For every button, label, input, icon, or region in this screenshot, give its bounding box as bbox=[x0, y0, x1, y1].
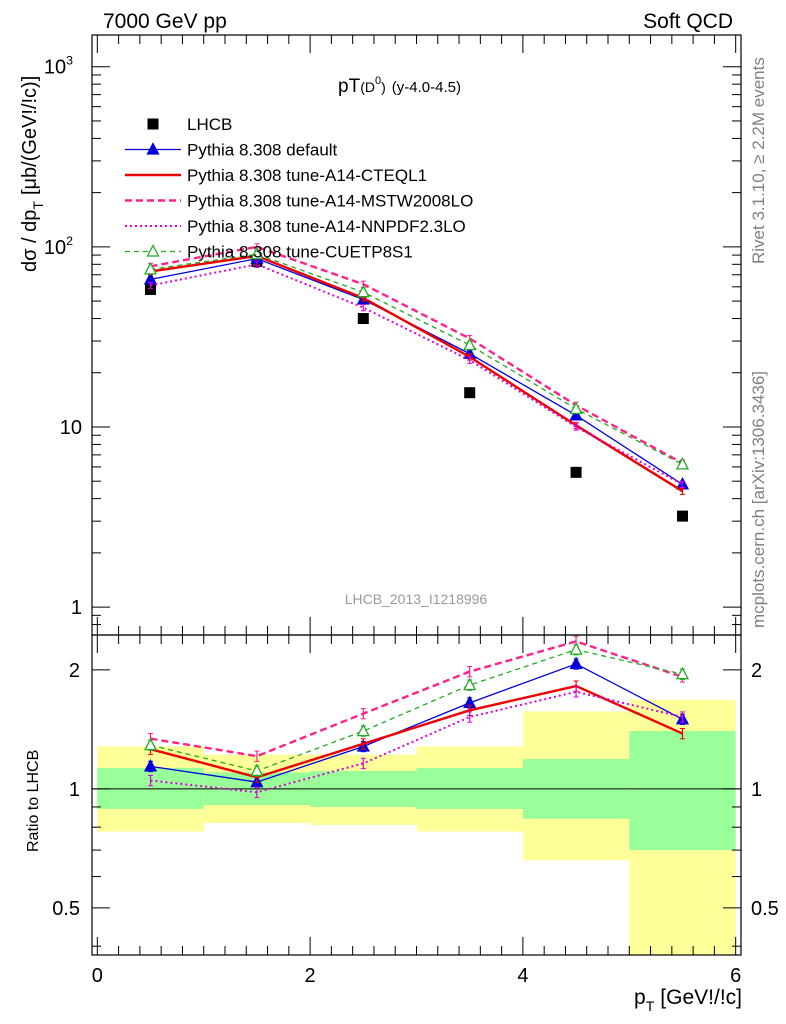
green-band-5 bbox=[629, 731, 736, 851]
ratio-ytick-label-left: 2 bbox=[69, 660, 80, 682]
legend-item-5-label: Pythia 8.308 tune-CUETP8S1 bbox=[187, 243, 413, 262]
main-ytick-label: 1 bbox=[71, 597, 82, 619]
legend-item-4-label: Pythia 8.308 tune-A14-NNPDF2.3LO bbox=[187, 217, 466, 236]
main-series-5-line bbox=[150, 253, 683, 465]
ratio-ytick-label-left: 0.5 bbox=[52, 898, 80, 920]
ratio-series-0-line bbox=[150, 663, 683, 783]
main-title: pT(D0) (y-4.0-4.5) bbox=[338, 75, 461, 97]
xtick-label: 4 bbox=[517, 965, 528, 987]
main-series-5-marker bbox=[463, 337, 477, 351]
xlabel-tail: [GeV!/!c] bbox=[660, 986, 742, 1009]
title-tail: (y-4.0-4.5) bbox=[392, 79, 461, 96]
legend-item-0-label: LHCB bbox=[187, 115, 232, 134]
main-series-5-marker bbox=[569, 401, 583, 415]
main-series-2-line bbox=[150, 254, 684, 493]
main-series-0-point bbox=[464, 387, 476, 399]
ratio-ytick-label-right: 0.5 bbox=[751, 898, 779, 920]
legend-item-1-marker bbox=[146, 142, 160, 155]
ratio-series-4-marker bbox=[250, 763, 264, 777]
ratio-series-0-marker bbox=[143, 758, 158, 772]
main-series-1-marker bbox=[569, 407, 583, 421]
legend: LHCB Pythia 8.308 default Pythia 8.308 tun… bbox=[125, 115, 473, 262]
xlabel-sub: T bbox=[646, 998, 655, 1014]
ratio-series-4-line bbox=[150, 648, 683, 772]
legend-item-1-label: Pythia 8.308 default bbox=[187, 141, 338, 160]
xtick-label: 2 bbox=[305, 965, 316, 987]
title-main: pT bbox=[338, 76, 361, 97]
ratio-series-4-marker bbox=[356, 723, 370, 737]
main-ytick-label: 10 bbox=[60, 417, 82, 439]
main-series-5-marker bbox=[675, 456, 690, 470]
ratio-series-4-marker bbox=[675, 666, 690, 680]
ratio-series-1-line bbox=[150, 684, 683, 779]
ratio-series-4-marker bbox=[143, 737, 158, 751]
legend-item-3-label: Pythia 8.308 tune-A14-MSTW2008LO bbox=[187, 192, 473, 211]
rivet-label: Rivet 3.1.10, ≥ 2.2M events bbox=[749, 57, 768, 264]
ratio-ytick-label-right: 1 bbox=[751, 779, 762, 801]
legend-item-0-marker bbox=[147, 118, 159, 130]
ratio-uncertainty-bands bbox=[97, 699, 736, 955]
main-ylabel-text: dσ / dp bbox=[19, 210, 41, 272]
ratio-plot-area bbox=[92, 635, 741, 799]
main-ylabel-sub: T bbox=[30, 201, 46, 210]
main-ylabel-tail: [μb/(GeV!/!c)] bbox=[19, 76, 41, 195]
main-ytick-label: 102 bbox=[44, 234, 73, 259]
main-plot-area bbox=[143, 243, 690, 522]
main-series-5-marker bbox=[250, 246, 264, 260]
ratio-series-4-marker bbox=[569, 642, 583, 655]
ratio-series-3-line bbox=[150, 690, 683, 794]
legend-item-5-marker bbox=[146, 244, 160, 257]
xlabel-text: p bbox=[634, 986, 646, 1009]
watermark: LHCB_2013_I1218996 bbox=[345, 591, 488, 607]
main-series-4-line bbox=[150, 263, 683, 486]
xtick-label: 0 bbox=[92, 965, 103, 987]
main-ytick-label: 103 bbox=[44, 54, 73, 79]
ratio-series-4-marker bbox=[463, 677, 477, 691]
xlabel: pT [GeV!/!c] bbox=[634, 986, 742, 1014]
legend-item-2-label: Pythia 8.308 tune-A14-CTEQL1 bbox=[187, 166, 427, 185]
axes: 1 10 102 103 0.5 0.5 1 1 2 2 0 2 4 6 bbox=[44, 34, 779, 987]
ratio-ytick-label-right: 2 bbox=[751, 660, 762, 682]
header-right: Soft QCD bbox=[643, 10, 733, 33]
main-series-5-marker bbox=[143, 261, 158, 275]
main-series-5-marker bbox=[356, 284, 370, 298]
main-series-0-point bbox=[676, 510, 688, 522]
main-series-1-line bbox=[150, 257, 683, 485]
header-left: 7000 GeV pp bbox=[103, 10, 227, 33]
main-series-3-line bbox=[150, 245, 684, 465]
ratio-ylabel: Ratio to LHCB bbox=[25, 750, 42, 852]
main-series-0-point bbox=[145, 283, 157, 295]
mcplots-label: mcplots.cern.ch [arXiv:1306.3436] bbox=[749, 371, 768, 628]
main-series-0-point bbox=[570, 466, 582, 478]
ratio-series-2-line bbox=[150, 640, 683, 758]
ratio-ytick-label-left: 1 bbox=[69, 779, 80, 801]
main-ylabel: dσ / dpT [μb/(GeV!/!c)] bbox=[19, 76, 46, 272]
ratio-series-0-marker bbox=[569, 656, 583, 670]
title-paren-open: (D bbox=[360, 79, 375, 95]
title-sup: 0 bbox=[375, 75, 381, 87]
title-paren-close: ) bbox=[381, 79, 386, 95]
main-series-0-point bbox=[357, 313, 369, 325]
xtick-label: 6 bbox=[730, 965, 741, 987]
